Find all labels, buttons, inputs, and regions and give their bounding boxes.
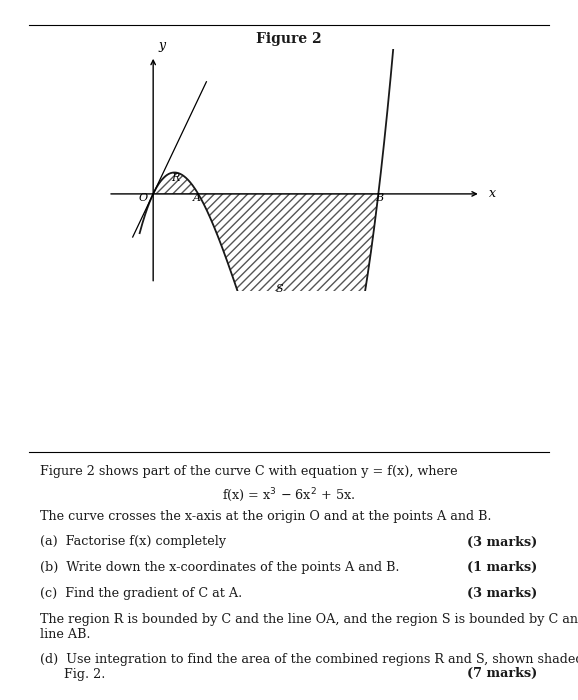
Text: (a)  Factorise f(x) completely: (a) Factorise f(x) completely (40, 536, 227, 549)
Text: (3 marks): (3 marks) (467, 587, 538, 601)
Text: The curve crosses the x-axis at the origin O and at the points A and B.: The curve crosses the x-axis at the orig… (40, 510, 492, 523)
Text: (3 marks): (3 marks) (467, 536, 538, 549)
Text: R: R (172, 173, 180, 183)
Text: (d)  Use integration to find the area of the combined regions R and S, shown sha: (d) Use integration to find the area of … (40, 653, 578, 681)
Text: O: O (139, 193, 147, 204)
Text: y: y (158, 39, 165, 52)
Text: (7 marks): (7 marks) (467, 667, 538, 680)
Text: (b)  Write down the x-coordinates of the points A and B.: (b) Write down the x-coordinates of the … (40, 561, 400, 575)
Text: S: S (276, 284, 283, 293)
Text: (c)  Find the gradient of C at A.: (c) Find the gradient of C at A. (40, 587, 243, 601)
Text: A: A (193, 193, 201, 204)
Text: B: B (375, 193, 383, 204)
Text: f(x) = x$^3$ $-$ 6x$^2$ + 5x.: f(x) = x$^3$ $-$ 6x$^2$ + 5x. (223, 486, 355, 504)
Text: Figure 2 shows part of the curve C with equation y = f(x), where: Figure 2 shows part of the curve C with … (40, 466, 458, 479)
Text: Figure 2: Figure 2 (256, 32, 322, 46)
Text: The region R is bounded by C and the line OA, and the region S is bounded by C a: The region R is bounded by C and the lin… (40, 612, 578, 640)
Text: (1 marks): (1 marks) (467, 561, 538, 575)
Text: x: x (489, 188, 496, 200)
